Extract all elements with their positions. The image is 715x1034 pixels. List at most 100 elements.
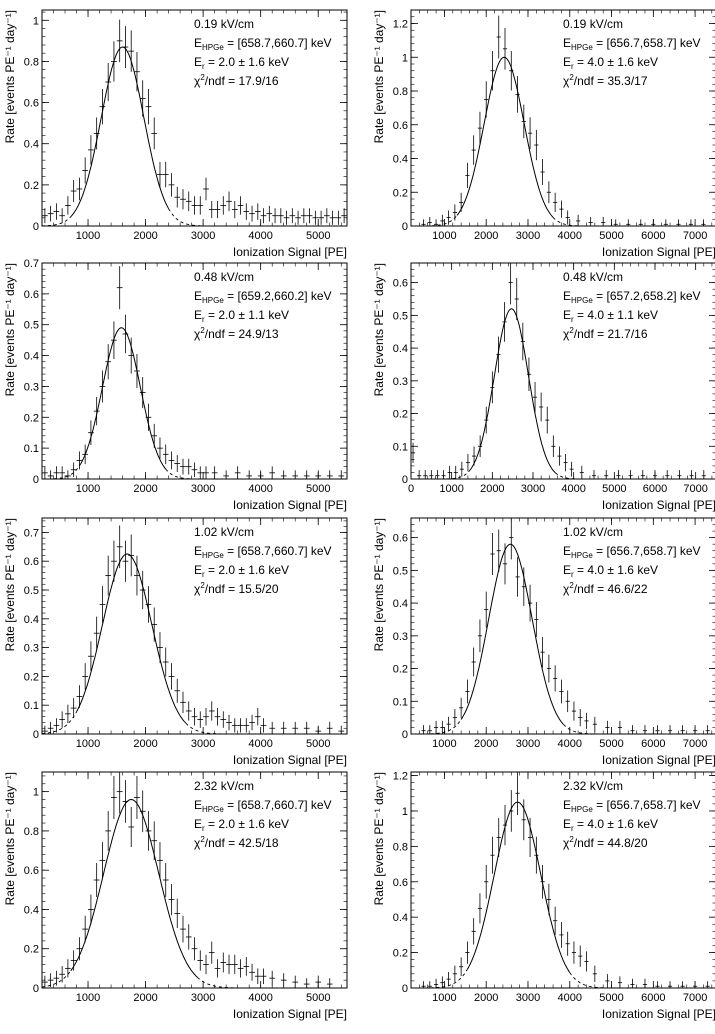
data-point [601,216,606,226]
data-point [203,954,209,975]
data-point [214,959,221,978]
data-point [231,718,238,733]
data-point [88,420,94,445]
y-axis-label: Rate [events PE⁻¹ day⁻¹] [372,518,386,651]
data-point [292,470,299,479]
y-tick-label: 0.4 [24,904,39,916]
y-tick-label: 0.3 [24,643,39,655]
data-point [231,954,238,975]
data-point [283,210,290,225]
data-point [527,818,533,857]
data-point [540,159,545,185]
data-point [185,191,192,212]
data-point [341,208,347,224]
y-tick-label: 1.2 [393,771,408,783]
data-point [521,799,526,841]
x-tick-label: 1000 [432,738,456,750]
x-tick-label: 3000 [521,483,545,495]
y-axis-label: Rate [events PE⁻¹ day⁻¹] [3,263,17,396]
data-point [335,210,342,225]
data-point [571,941,577,964]
y-tick-label: 0.8 [24,56,39,68]
data-point [168,883,175,916]
x-tick-label: 4000 [248,992,272,1004]
data-point [128,30,135,72]
data-point [134,776,140,820]
data-point [459,461,464,477]
data-point [604,470,609,479]
fit-curve [78,327,167,470]
data-point [471,135,476,165]
data-point [70,179,77,203]
y-tick-label: 0.8 [24,826,39,838]
chart-panel-3: 1000 2000 3000 4000 5000 0 0.1 0.2 0.3 0.4 0.5 0.6 0… [3,258,348,512]
x-tick-label: 6000 [641,992,665,1004]
data-point [157,161,163,188]
data-point [484,591,489,628]
y-tick-label: 0.2 [393,187,408,199]
data-point [576,214,581,226]
data-point [280,721,287,734]
x-tick-label: 1000 [432,992,456,1004]
fit-curve-tail-right [197,976,256,989]
data-point [226,954,232,975]
x-tick-label: 5000 [599,738,623,750]
x-tick-label: 2000 [133,992,157,1004]
data-point [613,219,618,226]
data-point [208,200,215,219]
y-tick-label: 0.8 [393,86,408,98]
x-tick-label: 5000 [599,992,623,1004]
data-point [411,442,416,463]
fit-curve-tail-right [555,472,589,480]
data-point [452,709,457,727]
data-point [452,965,457,983]
data-point [280,973,287,988]
fit-curve-tail-left [42,216,72,227]
ehpge-label: EHPGe = [659.2,660.2] keV [194,289,332,305]
fit-curve-tail-left [412,719,462,735]
x-tick-label: 1000 [76,483,100,495]
data-point [452,204,457,221]
y-tick-label: 0.6 [393,120,408,132]
data-point [292,721,299,734]
data-point [471,647,476,677]
data-point [231,200,238,219]
field-label: 0.48 kV/cm [194,270,254,284]
plot-frame [41,9,348,227]
data-point [527,117,533,150]
data-point [214,200,221,219]
data-point [472,446,477,466]
data-point [234,466,241,479]
data-point [496,529,501,572]
data-point [93,863,100,897]
chi2-label: χ2/ndf = 44.8/20 [563,835,648,850]
x-tick-label: 2000 [474,230,498,242]
x-tick-label: 5000 [599,230,623,242]
data-point [539,392,544,422]
data-point [605,720,610,734]
data-point [441,470,446,479]
data-point [680,725,685,734]
data-point [93,616,100,650]
data-point [42,466,48,479]
chart-panel-8: 1000 2000 3000 4000 5000 6000 7000 0 0.2 0.4 0.6 0.… [372,771,715,1021]
y-tick-label: 0.2 [393,409,408,421]
fit-curve-tail-right [569,972,623,989]
data-point [578,709,583,727]
chart-panel-5: 1000 2000 3000 4000 5000 0 0.1 0.2 0.3 0.4 0.5 0.6 0… [3,517,348,767]
data-point [546,181,551,204]
data-point [134,354,140,388]
field-label: 1.02 kV/cm [563,525,623,539]
data-point [226,191,232,212]
data-point [116,525,123,569]
data-point [82,157,89,184]
x-tick-label: 4000 [558,230,582,242]
data-point [128,806,135,848]
y-tick-label: 0.6 [24,98,39,110]
data-point [220,711,227,728]
y-tick-label: 0.4 [24,351,39,363]
data-point [553,906,558,935]
data-point [99,370,106,403]
data-point [122,26,129,68]
